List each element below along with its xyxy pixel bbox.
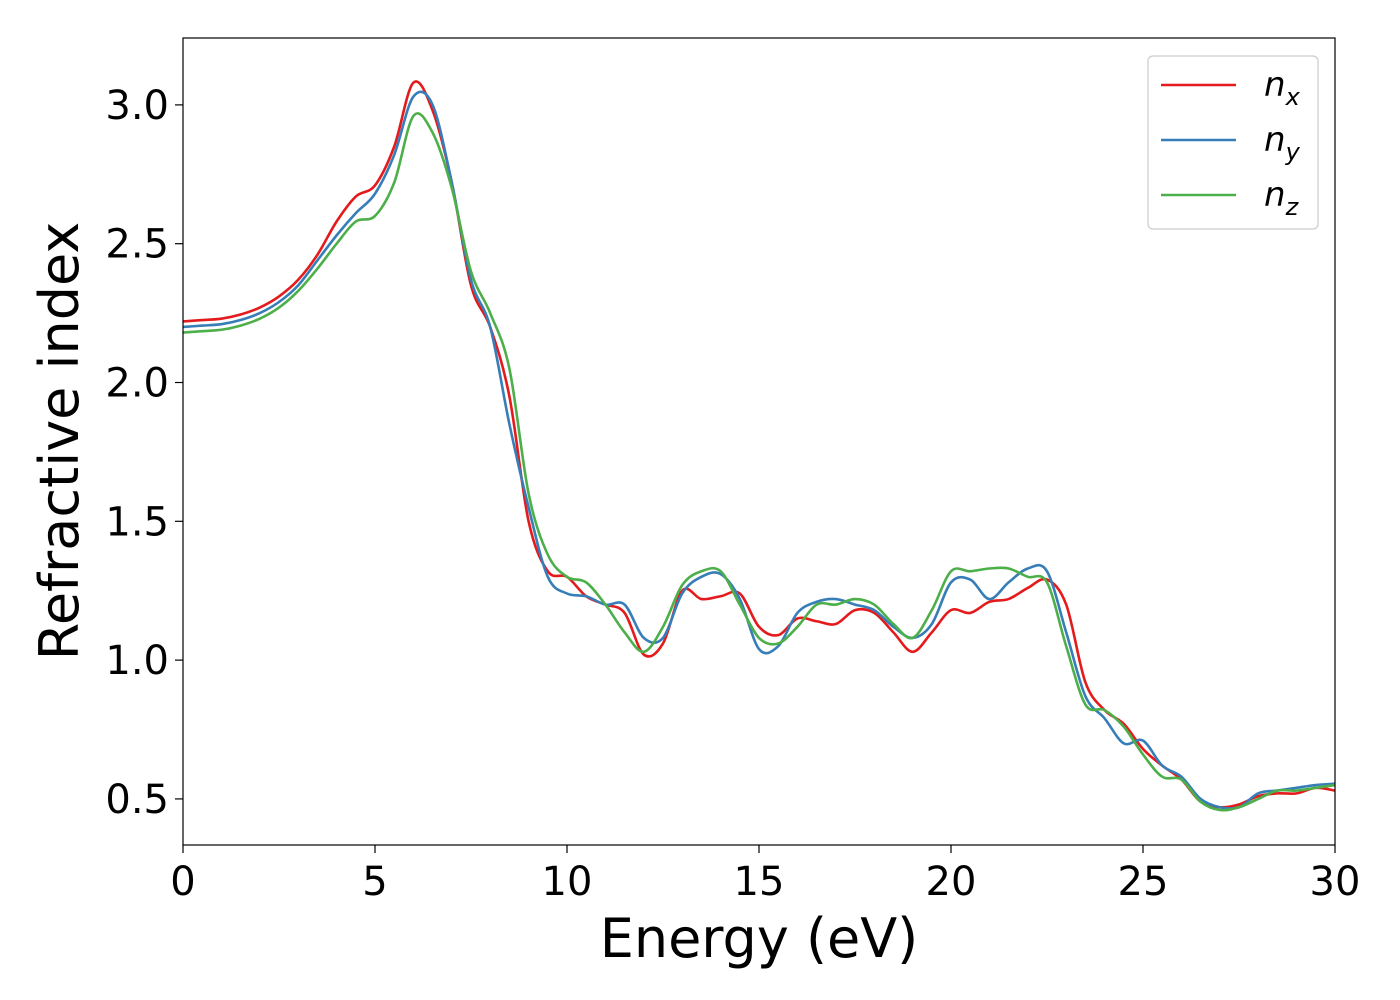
legend-box xyxy=(1147,55,1319,230)
x-tick-label: 25 xyxy=(1118,859,1169,905)
y-tick-label: 0.5 xyxy=(105,777,169,823)
line-series xyxy=(183,80,1335,809)
x-tick-label: 10 xyxy=(542,859,593,905)
y-tick-label: 2.0 xyxy=(105,361,169,407)
y-tick-label: 2.5 xyxy=(105,222,169,268)
x-tick-label: 20 xyxy=(926,859,977,905)
x-axis-label: Energy (eV) xyxy=(600,907,919,970)
x-tick-label: 15 xyxy=(734,859,785,905)
y-axis-label: Refractive index xyxy=(28,222,91,661)
y-tick-label: 1.5 xyxy=(105,499,169,545)
y-tick-label: 1.0 xyxy=(105,638,169,684)
legend-label: nz xyxy=(1264,175,1300,221)
x-tick-label: 30 xyxy=(1310,859,1361,905)
legend-label: nx xyxy=(1264,65,1301,111)
legend-label: ny xyxy=(1264,120,1301,166)
plot-frame xyxy=(182,37,1336,846)
x-tick-label: 5 xyxy=(362,859,387,905)
y-tick-label: 3.0 xyxy=(105,83,169,129)
line-series xyxy=(183,112,1335,812)
line-series xyxy=(183,90,1335,810)
x-tick-label: 0 xyxy=(170,859,195,905)
